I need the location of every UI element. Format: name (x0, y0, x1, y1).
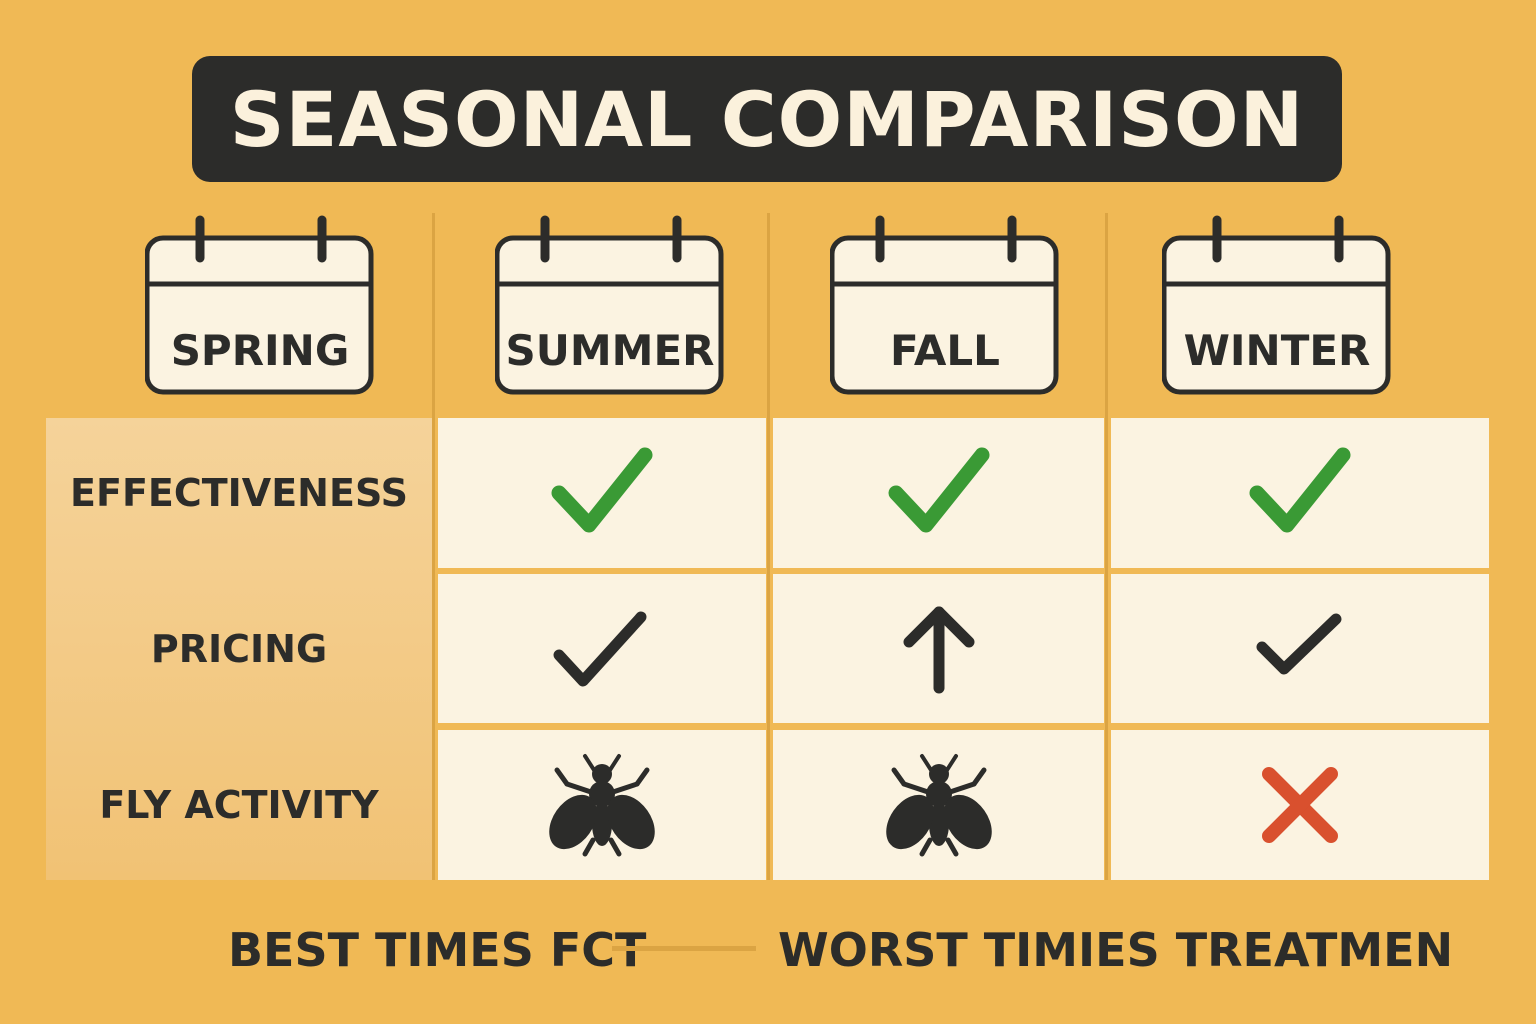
row-label-effectiveness: EFFECTIVENESS (70, 471, 408, 515)
season-label-spring: SPRING (170, 325, 350, 375)
page-title: SEASONAL COMPARISON (229, 74, 1305, 164)
calendar-winter: WINTER (1162, 214, 1392, 398)
column-divider (767, 213, 770, 880)
footer-best-times: BEST TIMES FCT (228, 923, 647, 977)
table-cell (438, 730, 766, 880)
calendar-fall: FALL (830, 214, 1060, 398)
check-green-icon (888, 447, 989, 533)
check-green-icon (1249, 447, 1351, 533)
column-divider (432, 213, 435, 880)
calendar-icon (1162, 215, 1391, 395)
table-cell (773, 574, 1104, 723)
label-column (46, 418, 432, 880)
table-cell (1111, 418, 1489, 568)
season-label-summer: SUMMER (505, 325, 715, 375)
fly-icon (549, 754, 655, 857)
season-label-winter: WINTER (1183, 325, 1371, 375)
check-dark-icon (553, 611, 647, 686)
table-cell (773, 730, 1104, 880)
footer-divider (612, 946, 756, 951)
row-label-pricing: PRICING (150, 626, 328, 671)
check-green-icon (551, 447, 653, 533)
calendar-icon (145, 215, 374, 395)
title-banner: SEASONAL COMPARISON (192, 56, 1342, 182)
table-cell (1111, 730, 1489, 880)
check-dark-icon (1256, 613, 1342, 674)
calendar-spring: SPRING (145, 214, 375, 398)
row-label-fly-activity: FLY ACTIVITY (99, 783, 379, 827)
table-cell (438, 418, 766, 568)
table-cell (773, 418, 1104, 568)
footer-worst-times: WORST TIMIES TREATMEN (778, 923, 1454, 977)
fly-icon (885, 754, 992, 857)
table-cell (438, 574, 766, 723)
calendar-summer: SUMMER (495, 214, 725, 398)
table-cell (1111, 574, 1489, 723)
arrow-up-icon (903, 606, 974, 693)
season-label-fall: FALL (890, 325, 1000, 375)
calendar-icon (830, 215, 1059, 395)
cross-red-icon (1262, 767, 1338, 843)
column-divider (1105, 213, 1108, 880)
calendar-icon (495, 215, 724, 395)
